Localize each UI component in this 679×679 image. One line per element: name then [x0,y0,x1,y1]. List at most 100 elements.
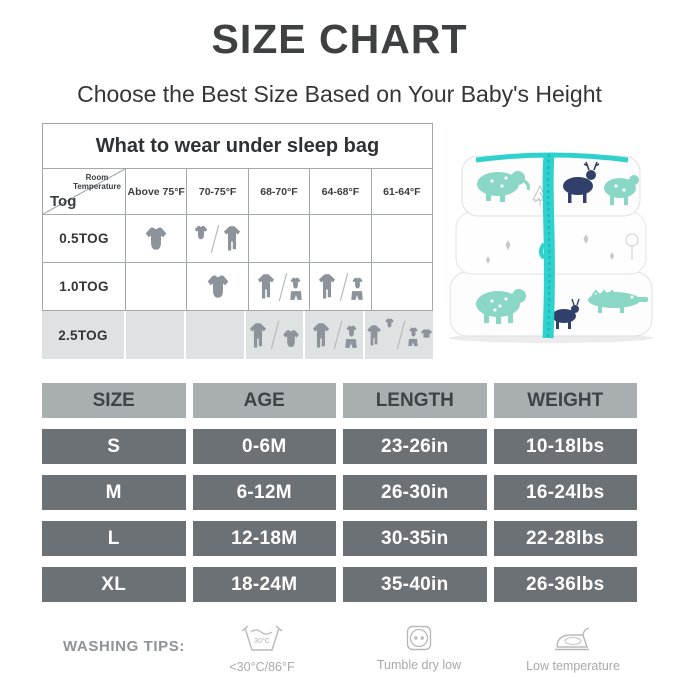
sweater-icon [421,329,432,338]
bodysuit-icon [408,327,418,337]
iron-low-icon [555,627,590,651]
sleeper-icon [257,274,275,299]
size-cell-l-size: L [42,521,186,556]
sleep-bag-stack-image [449,152,653,343]
size-table-header: SIZE [42,383,186,418]
wear-cell [370,263,432,310]
washing-tips-label: WASHING TIPS: [63,638,185,655]
zipper-icon [539,153,555,339]
horse-print-icon [604,175,639,205]
wear-cell [309,263,370,310]
temp-column-header: 68-70°F [247,169,309,214]
corner-room-temperature-label: Room Temperature [73,173,121,191]
tog-label: 0.5TOG [59,231,109,246]
slash-separator-icon [396,320,406,350]
wear-guide-table: What to wear under sleep bag Room Temper… [42,123,433,359]
tog-row-0.5: 0.5TOG [43,214,432,262]
washing-tip-tumble-dry: Tumble dry low [344,625,494,672]
size-table-header: AGE [192,383,336,418]
slash-separator-icon [278,272,288,301]
wear-cell [247,263,309,310]
wear-guide-header-row: Room Temperature Tog Above 75°F 70-75°F … [43,168,432,214]
temp-column-header: 70-75°F [186,169,247,214]
pants-icon [290,290,302,300]
slash-separator-icon [210,224,219,253]
size-cell-m-length: 26-30in [343,475,487,510]
outfit-icon [289,277,303,301]
size-cell-m-age: 6-12M [192,475,336,510]
elephant-print-icon [477,171,530,202]
wear-cell [370,215,432,262]
sleeper-icon [223,226,240,251]
wear-cell [125,263,186,310]
slash-separator-icon [271,320,280,350]
size-cell-xl-length: 35-40in [343,567,487,602]
size-cell-xl-age: 18-24M [192,567,336,602]
wear-cell [247,215,309,262]
wear-cell [303,311,363,359]
tog-label: 1.0TOG [59,279,109,294]
sleeper-icon [250,322,267,348]
temp-column-header: 64-68°F [309,169,370,214]
deer-print-icon [552,298,580,329]
sleeper-plus-icon [365,318,395,347]
pants-icon [345,339,357,348]
slash-separator-icon [333,320,343,350]
bear-print-icon [476,289,526,324]
outfit-plus-icon [407,325,433,347]
washing-tip-caption: Low temperature [526,659,620,673]
washing-tip-iron: Low temperature [498,625,648,673]
size-cell-l-weight: 22-28lbs [493,521,637,556]
size-cell-m-size: M [42,475,186,510]
size-cell-xl-weight: 26-36lbs [493,567,637,602]
washing-tip-machine-wash: 30°C <30°C/86°F [187,625,337,674]
temp-column-header: 61-64°F [370,169,432,214]
corner-tog-label: Tog [50,193,77,210]
outfit-icon [350,277,364,301]
size-cell-l-length: 30-35in [343,521,487,556]
size-cell-l-age: 12-18M [192,521,336,556]
deer-print-icon [563,161,600,203]
wear-cell [186,215,247,262]
temp-column-header: Above 75°F [125,169,186,214]
washing-tips-section: WASHING TIPS: 30°C <30°C/86°F Tumble dry… [0,620,679,676]
page-title: SIZE CHART [211,16,468,62]
outfit-icon [344,325,358,349]
page-subtitle: Choose the Best Size Based on Your Baby'… [77,81,602,107]
size-table-header: LENGTH [343,383,487,418]
size-cell-m-weight: 16-24lbs [493,475,637,510]
bodysuit-icon [207,275,228,298]
wear-cell [363,311,433,359]
product-photo [436,148,666,351]
bodysuit-icon [194,225,207,240]
tog-label: 2.5TOG [58,327,108,343]
sleeper-icon [319,274,336,299]
size-table: SIZE AGE LENGTH WEIGHT S 0-6M 23-26in 10… [42,383,637,602]
bodysuit-icon [385,318,394,327]
slash-separator-icon [340,272,349,301]
size-cell-s-size: S [42,429,186,464]
washing-tip-caption: Tumble dry low [376,658,462,672]
wear-cell [309,215,370,262]
pants-icon [408,338,418,347]
bodysuit-icon [291,277,301,288]
sleeper-icon [313,322,330,348]
wear-cell [183,311,244,359]
bodysuit-icon [346,325,357,337]
wear-cell [125,215,186,262]
svg-text:30°C: 30°C [254,637,270,645]
size-table-header: WEIGHT [493,383,637,418]
crocodile-print-icon [588,289,648,313]
bodysuit-icon [145,227,167,250]
corner-cell: Room Temperature Tog [43,169,125,214]
size-cell-xl-size: XL [42,567,186,602]
wear-guide-title: What to wear under sleep bag [95,134,380,157]
washing-tip-caption: <30°C/86°F [229,660,295,674]
wear-cell [124,311,184,359]
tumble-dry-icon [406,625,432,651]
tog-row-2.5-highlighted: 2.5TOG [42,311,433,359]
tog-row-1.0: 1.0TOG [43,262,432,310]
bodysuit-icon [352,277,363,288]
size-cell-s-length: 23-26in [343,429,487,464]
